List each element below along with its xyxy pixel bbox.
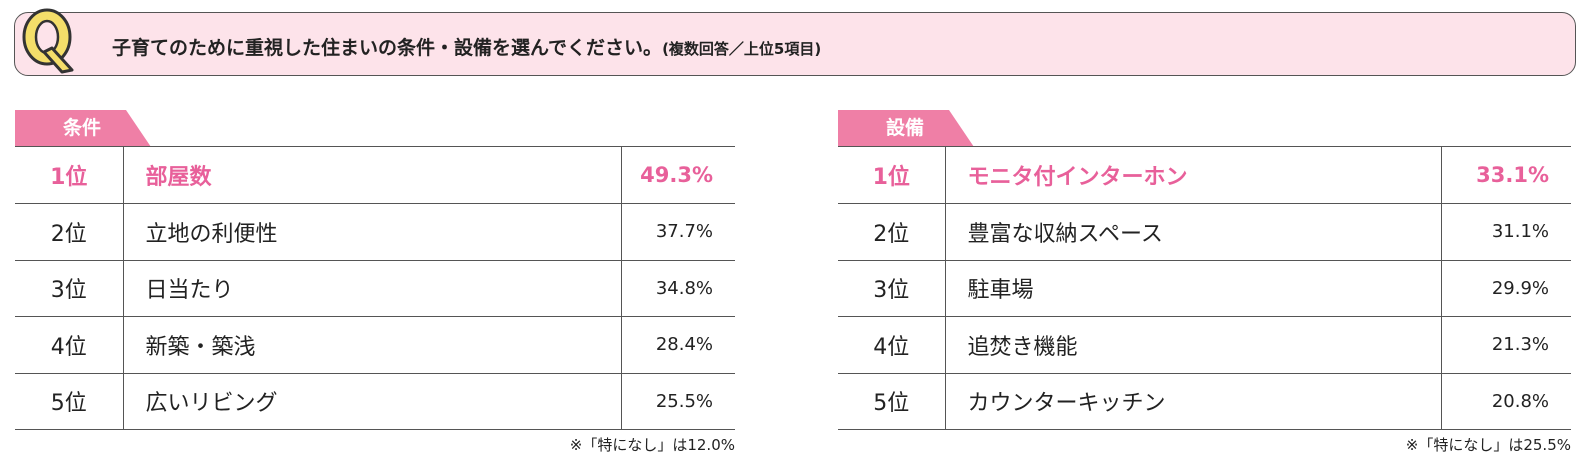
- table-row: 2位 豊富な収納スペース 31.1%: [838, 203, 1571, 261]
- conditions-footnote: ※「特になし」は12.0%: [569, 436, 735, 454]
- rank-cell: 2位: [15, 203, 124, 261]
- item-name-cell: 部屋数: [123, 147, 622, 204]
- equipment-tab: 設備: [838, 110, 974, 147]
- tab-divider: [15, 146, 735, 147]
- percent-cell: 25.5%: [621, 373, 735, 430]
- table-row: 2位 立地の利便性 37.7%: [15, 203, 735, 261]
- equipment-table: 1位 モニタ付インターホン 33.1% 2位 豊富な収納スペース 31.1% 3…: [838, 147, 1571, 430]
- item-name-cell: カウンターキッチン: [945, 373, 1442, 430]
- item-name-cell: 広いリビング: [123, 373, 622, 430]
- rank-cell: 2位: [838, 203, 946, 261]
- question-note: (複数回答／上位5項目): [662, 40, 822, 58]
- rank-cell: 5位: [15, 373, 124, 430]
- percent-cell: 31.1%: [1441, 203, 1571, 261]
- percent-cell: 49.3%: [621, 147, 735, 204]
- conditions-tab-row: 条件: [15, 110, 735, 147]
- conditions-table: 1位 部屋数 49.3% 2位 立地の利便性 37.7% 3位 日当たり 34.…: [15, 147, 735, 430]
- rank-cell: 1位: [15, 147, 124, 204]
- item-name-cell: 立地の利便性: [123, 203, 622, 261]
- table-row: 5位 カウンターキッチン 20.8%: [838, 373, 1571, 430]
- equipment-tab-row: 設備: [838, 110, 1571, 147]
- item-name-cell: 追焚き機能: [945, 316, 1442, 374]
- percent-cell: 37.7%: [621, 203, 735, 261]
- q-badge-icon: [22, 8, 74, 74]
- question-bar: [14, 12, 1576, 76]
- item-name-cell: 日当たり: [123, 260, 622, 317]
- tab-divider: [838, 146, 1571, 147]
- rank-cell: 3位: [15, 260, 124, 317]
- rank-cell: 5位: [838, 373, 946, 430]
- percent-cell: 20.8%: [1441, 373, 1571, 430]
- percent-cell: 28.4%: [621, 316, 735, 374]
- percent-cell: 21.3%: [1441, 316, 1571, 374]
- item-name-cell: 駐車場: [945, 260, 1442, 317]
- percent-cell: 34.8%: [621, 260, 735, 317]
- table-row: 1位 モニタ付インターホン 33.1%: [838, 147, 1571, 204]
- equipment-footnote: ※「特になし」は25.5%: [1405, 436, 1571, 454]
- table-row: 4位 新築・築浅 28.4%: [15, 316, 735, 374]
- rank-cell: 4位: [838, 316, 946, 374]
- conditions-tab: 条件: [15, 110, 151, 147]
- rank-cell: 4位: [15, 316, 124, 374]
- item-name-cell: モニタ付インターホン: [945, 147, 1442, 204]
- table-row: 3位 日当たり 34.8%: [15, 260, 735, 317]
- percent-cell: 33.1%: [1441, 147, 1571, 204]
- equipment-panel: 設備 1位 モニタ付インターホン 33.1% 2位 豊富な収納スペース 31.1…: [838, 110, 1571, 430]
- rank-cell: 3位: [838, 260, 946, 317]
- table-row: 3位 駐車場 29.9%: [838, 260, 1571, 317]
- rank-cell: 1位: [838, 147, 946, 204]
- question-main: 子育てのために重視した住まいの条件・設備を選んでください。: [112, 37, 663, 59]
- item-name-cell: 新築・築浅: [123, 316, 622, 374]
- table-row: 1位 部屋数 49.3%: [15, 147, 735, 204]
- percent-cell: 29.9%: [1441, 260, 1571, 317]
- item-name-cell: 豊富な収納スペース: [945, 203, 1442, 261]
- table-row: 5位 広いリビング 25.5%: [15, 373, 735, 430]
- conditions-panel: 条件 1位 部屋数 49.3% 2位 立地の利便性 37.7% 3位 日当たり …: [15, 110, 735, 430]
- question-text: 子育てのために重視した住まいの条件・設備を選んでください。(複数回答／上位5項目…: [112, 33, 821, 60]
- table-row: 4位 追焚き機能 21.3%: [838, 316, 1571, 374]
